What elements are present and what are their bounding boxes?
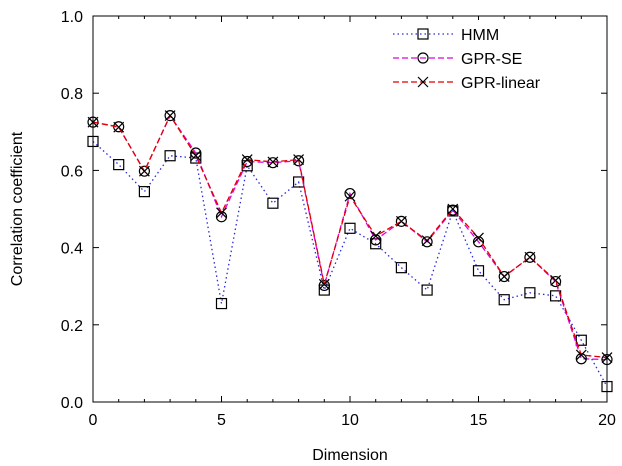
marker-circle bbox=[417, 52, 429, 64]
y-tick-label: 0.0 bbox=[61, 395, 83, 412]
marker-square bbox=[395, 262, 407, 274]
y-tick-label: 0.2 bbox=[61, 318, 83, 335]
y-tick-label: 0.4 bbox=[61, 241, 83, 258]
marker-cross bbox=[241, 154, 253, 166]
marker-square bbox=[524, 287, 536, 299]
marker-cross bbox=[216, 207, 227, 219]
axis-ticks: 0 5 10 15 20 0.0 0.2 0.4 0.6 0.8 1.0 bbox=[61, 9, 616, 429]
marker-circle bbox=[447, 204, 459, 216]
series-line bbox=[92, 114, 608, 361]
series-layer bbox=[87, 109, 613, 393]
marker-circle bbox=[267, 157, 279, 169]
marker-cross bbox=[190, 150, 202, 162]
legend-label: GPR-SE bbox=[461, 51, 522, 68]
series-line bbox=[92, 140, 608, 387]
marker-cross bbox=[395, 215, 407, 227]
marker-circle bbox=[318, 279, 330, 292]
marker-cross bbox=[293, 154, 305, 166]
marker-circle bbox=[421, 236, 433, 248]
marker-cross bbox=[421, 235, 433, 247]
x-tick-label: 5 bbox=[217, 412, 226, 429]
y-tick-label: 0.8 bbox=[61, 86, 83, 103]
x-tick-label: 0 bbox=[89, 412, 98, 429]
marker-cross bbox=[370, 230, 382, 242]
marker-cross bbox=[575, 349, 587, 361]
legend-entry: GPR-SE bbox=[393, 51, 522, 68]
x-tick-label: 20 bbox=[598, 412, 616, 429]
marker-circle bbox=[293, 155, 305, 167]
legend-entry: GPR-linear bbox=[393, 75, 541, 92]
y-tick-label: 1.0 bbox=[61, 9, 83, 26]
marker-cross bbox=[473, 232, 484, 244]
legend-label: GPR-linear bbox=[461, 75, 541, 92]
marker-circle bbox=[138, 165, 150, 177]
marker-square bbox=[421, 284, 433, 296]
marker-cross bbox=[267, 156, 279, 168]
marker-cross bbox=[417, 76, 429, 88]
y-tick-label: 0.6 bbox=[61, 163, 83, 180]
marker-cross bbox=[164, 110, 176, 122]
x-tick-label: 15 bbox=[470, 412, 488, 429]
legend-label: HMM bbox=[461, 27, 499, 44]
marker-square bbox=[164, 150, 176, 162]
series-markers bbox=[87, 109, 613, 366]
marker-square bbox=[417, 28, 429, 40]
marker-square bbox=[472, 265, 485, 277]
marker-cross bbox=[113, 121, 125, 133]
marker-square bbox=[113, 159, 125, 171]
series-gpr-linear bbox=[87, 110, 613, 364]
marker-circle bbox=[190, 147, 202, 159]
y-axis-label: Correlation coefficient bbox=[9, 131, 26, 286]
marker-circle bbox=[524, 251, 536, 263]
series-line bbox=[92, 114, 608, 359]
marker-square bbox=[575, 334, 587, 346]
series-markers bbox=[87, 110, 613, 364]
series-gpr-se bbox=[87, 109, 613, 366]
marker-square bbox=[498, 294, 510, 306]
series-markers bbox=[87, 135, 613, 393]
marker-cross bbox=[524, 251, 536, 263]
marker-cross bbox=[344, 190, 356, 202]
marker-circle bbox=[395, 215, 407, 227]
marker-circle bbox=[241, 155, 253, 168]
marker-square bbox=[344, 222, 356, 234]
marker-cross bbox=[498, 271, 510, 282]
marker-circle bbox=[549, 275, 562, 288]
marker-circle bbox=[472, 236, 485, 248]
series-hmm bbox=[87, 135, 613, 393]
marker-cross bbox=[318, 278, 330, 290]
marker-square bbox=[267, 197, 279, 209]
marker-cross bbox=[447, 203, 459, 215]
legend-entry: HMM bbox=[393, 27, 499, 44]
marker-square bbox=[215, 297, 228, 310]
marker-circle bbox=[498, 270, 510, 283]
marker-cross bbox=[550, 274, 562, 286]
marker-circle bbox=[164, 109, 176, 122]
marker-square bbox=[138, 186, 150, 198]
legend: HMM GPR-SE GPR-linear bbox=[385, 20, 600, 96]
marker-cross bbox=[138, 165, 150, 177]
x-tick-label: 10 bbox=[341, 412, 359, 429]
x-axis-label: Dimension bbox=[312, 447, 388, 464]
